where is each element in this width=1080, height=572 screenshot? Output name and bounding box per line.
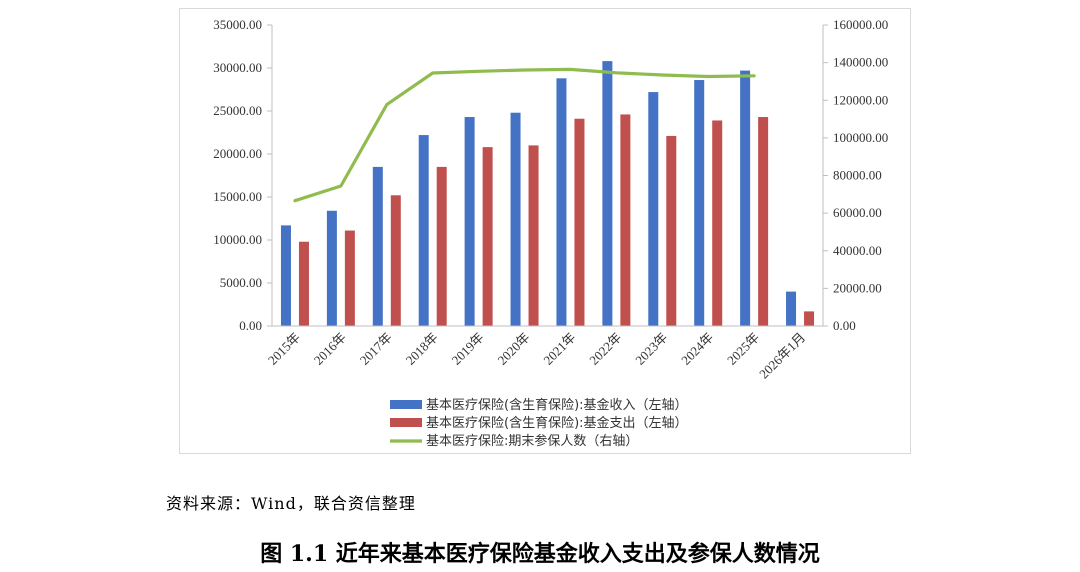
legend-label-2: 基本医疗保险:期末参保人数（右轴） [426, 433, 638, 449]
category-label-6: 2021年 [540, 330, 578, 368]
source-note: 资料来源：Wind，联合资信整理 [166, 494, 416, 513]
bar-expense-6 [574, 118, 585, 327]
bar-income-6 [556, 78, 567, 326]
figure-caption: 图 1.1 近年来基本医疗保险基金收入支出及参保人数情况 [260, 541, 820, 567]
bar-expense-0 [298, 241, 309, 326]
legend-label-0: 基本医疗保险(含生育保险):基金收入（左轴） [426, 397, 688, 413]
category-label-0: 2015年 [265, 330, 303, 368]
left-tick-label-1: 5000.00 [220, 275, 262, 290]
left-tick-label-6: 30000.00 [213, 60, 262, 75]
bar-expense-4 [482, 147, 493, 326]
bar-income-10 [740, 70, 751, 326]
right-tick-label-7: 140000.00 [833, 55, 888, 70]
right-tick-label-1: 20000.00 [833, 280, 882, 295]
bar-income-4 [464, 117, 475, 327]
right-tick-label-2: 40000.00 [833, 243, 882, 258]
legend-swatch-0 [390, 400, 422, 409]
left-tick-label-2: 10000.00 [213, 232, 262, 247]
legend-swatch-1 [390, 418, 422, 427]
right-tick-label-3: 60000.00 [833, 205, 882, 220]
line-insured-persons [293, 67, 756, 203]
bar-income-8 [648, 92, 659, 326]
category-label-1: 2016年 [311, 330, 349, 368]
category-label-2: 2017年 [357, 330, 395, 368]
category-label-3: 2018年 [403, 330, 441, 368]
bar-income-11 [786, 291, 797, 326]
left-tick-label-0: 0.00 [239, 318, 262, 333]
right-tick-label-5: 100000.00 [833, 130, 888, 145]
bar-expense-5 [528, 145, 539, 326]
bar-expense-7 [620, 114, 631, 326]
left-tick-label-7: 35000.00 [213, 17, 262, 32]
bar-expense-11 [804, 311, 815, 326]
left-tick-label-5: 25000.00 [213, 103, 262, 118]
left-tick-label-4: 20000.00 [213, 146, 262, 161]
category-label-9: 2024年 [678, 330, 716, 368]
bar-expense-3 [436, 166, 447, 326]
chart-frame: 0.00 5000.00 10000.00 15000.00 20000.00 25000… [179, 8, 911, 454]
category-label-11: 2026年1月 [756, 330, 808, 382]
category-label-8: 2023年 [632, 330, 670, 368]
right-tick-label-6: 120000.00 [833, 92, 888, 107]
right-tick-label-8: 160000.00 [833, 17, 888, 32]
bar-income-0 [280, 225, 291, 326]
category-label-4: 2019年 [449, 330, 487, 368]
category-label-10: 2025年 [724, 330, 762, 368]
bar-expense-2 [390, 195, 401, 326]
bar-income-9 [694, 80, 705, 326]
bar-income-3 [418, 135, 429, 326]
category-label-5: 2020年 [494, 330, 532, 368]
right-tick-label-0: 0.00 [833, 318, 856, 333]
bar-expense-8 [666, 135, 677, 326]
right-tick-label-4: 80000.00 [833, 168, 882, 183]
category-label-7: 2022年 [586, 330, 624, 368]
bar-income-2 [372, 166, 383, 326]
bar-expense-9 [712, 120, 723, 327]
bar-income-5 [510, 112, 521, 326]
bar-expense-1 [344, 230, 355, 326]
bar-income-7 [602, 61, 613, 327]
left-tick-label-3: 15000.00 [213, 189, 262, 204]
legend-label-1: 基本医疗保险(含生育保险):基金支出（左轴） [426, 415, 688, 431]
bar-income-1 [326, 210, 337, 326]
chart: 0.00 5000.00 10000.00 15000.00 20000.00 25000… [213, 17, 888, 449]
bar-expense-10 [758, 117, 769, 327]
